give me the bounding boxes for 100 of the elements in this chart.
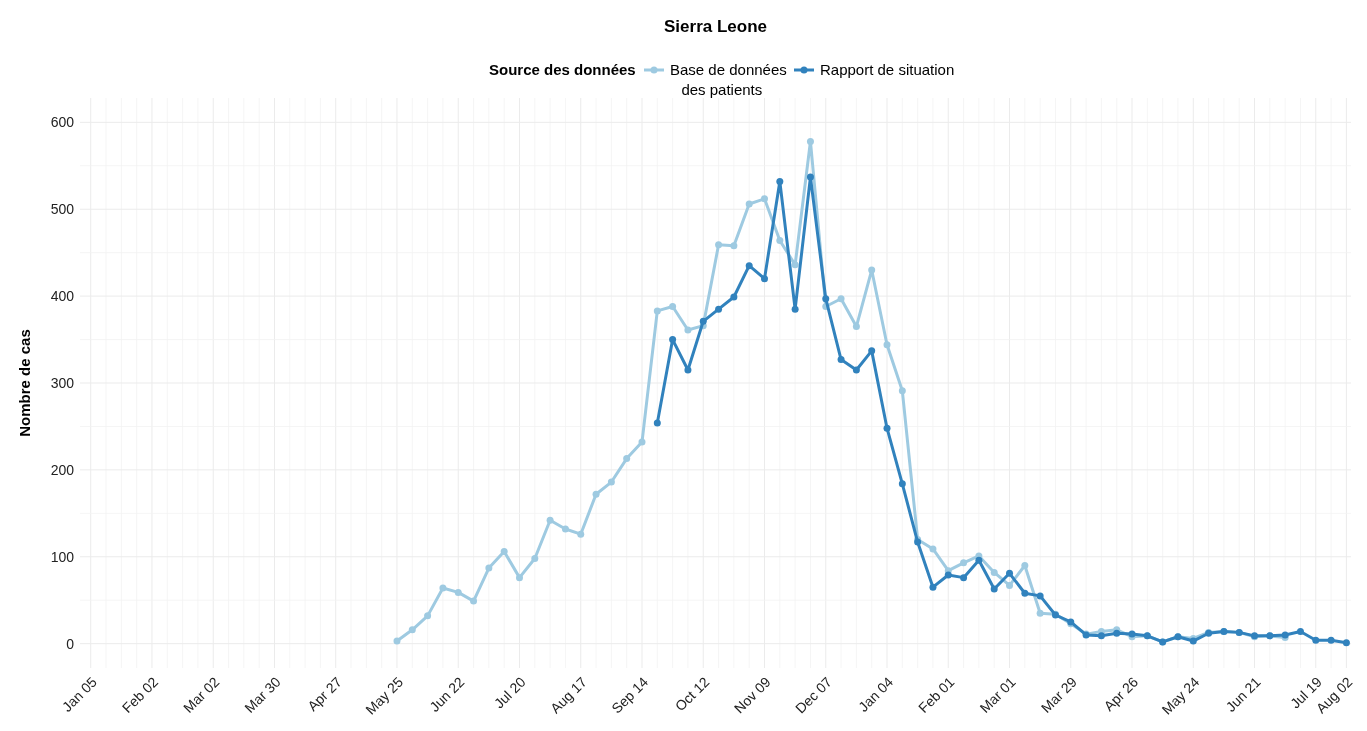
point	[715, 305, 723, 313]
point	[1021, 561, 1029, 569]
legend-title: Source des données	[489, 61, 636, 78]
point	[990, 568, 998, 576]
point	[761, 275, 768, 283]
point	[1036, 592, 1044, 600]
point	[791, 261, 799, 269]
point	[1296, 628, 1304, 636]
point	[500, 548, 508, 556]
point	[929, 583, 937, 591]
point	[653, 307, 661, 315]
point	[806, 137, 814, 145]
point	[715, 241, 723, 249]
point	[684, 366, 692, 374]
point	[806, 173, 814, 181]
point	[1036, 609, 1044, 617]
x-tick-label: Apr 27	[304, 673, 345, 715]
x-tick-label: Jan 05	[58, 673, 100, 715]
x-tick-label: Apr 26	[1100, 673, 1142, 715]
point	[852, 323, 860, 331]
point	[470, 597, 478, 605]
y-axis-title: Nombre de cas	[16, 329, 33, 437]
x-tick-label: Feb 02	[118, 673, 162, 716]
point	[669, 336, 677, 344]
legend-label: Base de données des patients	[670, 61, 787, 98]
point	[684, 326, 692, 334]
point	[975, 556, 983, 564]
point	[623, 455, 631, 463]
x-tick-label: Mar 02	[180, 673, 223, 716]
x-tick-label: Dec 07	[792, 673, 835, 717]
x-tick-label: May 24	[1158, 673, 1203, 718]
point	[408, 626, 416, 634]
point	[776, 237, 784, 244]
point	[1327, 636, 1335, 644]
x-tick-label: Jan 04	[855, 673, 897, 715]
point	[1006, 569, 1014, 577]
point	[531, 555, 539, 563]
x-tick-label: Jul 20	[490, 673, 529, 712]
point	[653, 419, 661, 427]
y-tick-label: 100	[50, 548, 75, 565]
point	[944, 571, 952, 579]
x-tick-label: Sep 14	[608, 673, 652, 717]
x-tick-label: Mar 30	[241, 673, 284, 716]
point	[699, 317, 707, 325]
point	[1097, 632, 1105, 640]
point	[990, 585, 998, 593]
point	[1021, 589, 1029, 597]
point	[791, 305, 799, 313]
x-tick-label: Aug 17	[547, 673, 590, 717]
point	[883, 424, 891, 432]
point	[546, 516, 554, 524]
point	[852, 366, 860, 374]
x-tick-label: Jun 22	[426, 673, 468, 715]
point	[822, 295, 830, 303]
point	[454, 588, 462, 596]
y-tick-label: 600	[50, 114, 75, 131]
legend-label: Rapport de situation	[820, 61, 955, 78]
point	[837, 356, 845, 364]
point	[868, 266, 876, 274]
point	[424, 612, 432, 620]
y-tick-label: 0	[66, 635, 75, 652]
point	[730, 293, 738, 301]
x-tick-label: Oct 12	[671, 673, 713, 715]
point	[577, 530, 585, 538]
y-tick-label: 300	[50, 374, 75, 391]
x-tick-label: Mar 29	[1037, 673, 1080, 716]
x-tick-label: Mar 01	[976, 673, 1019, 716]
point	[607, 478, 615, 486]
point	[1006, 581, 1014, 589]
point	[960, 559, 968, 567]
y-tick-label: 200	[50, 461, 75, 478]
point	[393, 637, 401, 645]
point	[638, 438, 646, 446]
point	[1342, 639, 1350, 647]
point	[745, 200, 753, 208]
point	[898, 480, 906, 488]
y-tick-label: 500	[50, 201, 75, 218]
point	[868, 347, 876, 355]
point	[592, 490, 600, 498]
point	[561, 525, 569, 533]
y-tick-label: 400	[50, 288, 75, 305]
point	[761, 195, 768, 203]
point	[730, 242, 738, 250]
point	[485, 564, 493, 572]
point	[515, 574, 523, 582]
x-tick-label: Jun 21	[1222, 673, 1264, 715]
point	[960, 574, 968, 582]
point	[929, 545, 937, 553]
x-tick-label: May 25	[362, 673, 407, 718]
point	[898, 387, 906, 395]
point	[439, 584, 447, 592]
x-tick-label: Nov 09	[730, 673, 774, 717]
point	[776, 177, 784, 185]
point	[669, 303, 677, 311]
point	[1312, 636, 1320, 644]
point	[745, 262, 753, 270]
point	[883, 341, 891, 349]
chart-title: Sierra Leone	[664, 17, 767, 36]
point	[837, 295, 845, 303]
x-tick-label: Feb 01	[915, 673, 958, 716]
